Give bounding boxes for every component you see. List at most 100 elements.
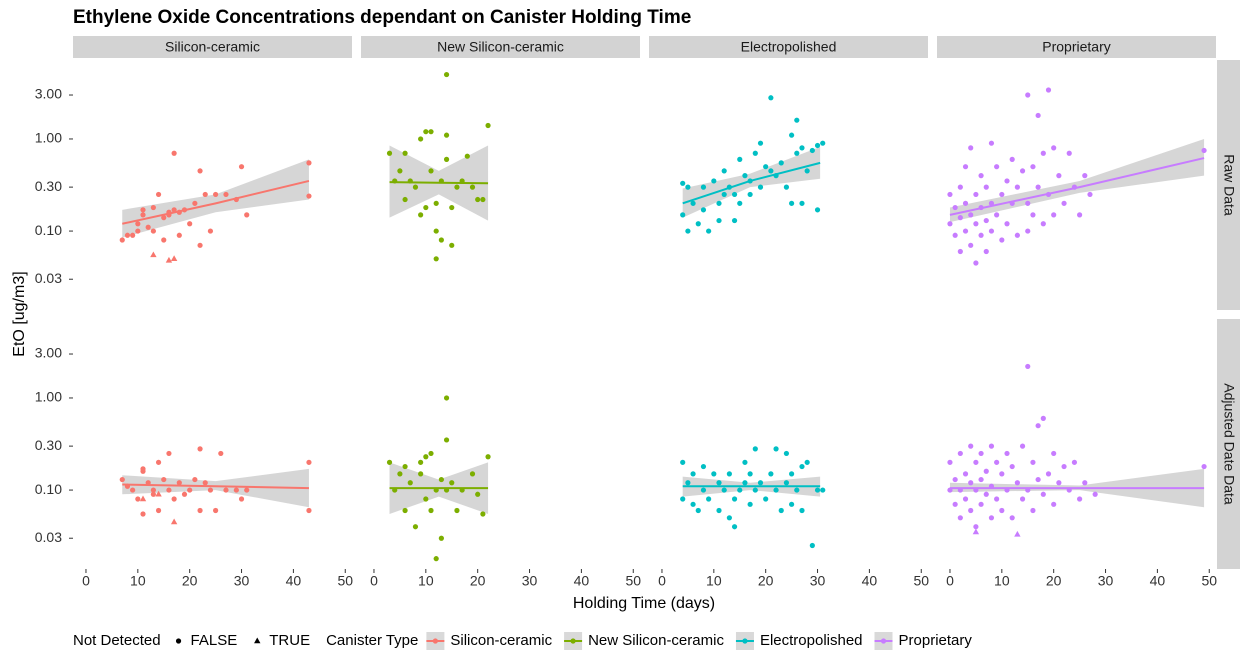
point	[952, 204, 958, 211]
point	[443, 156, 450, 162]
legend-title: Not Detected	[73, 632, 161, 649]
point	[752, 487, 758, 493]
point	[1056, 173, 1062, 179]
point	[1025, 200, 1031, 206]
x-tick-label: 10	[706, 573, 722, 589]
point	[223, 191, 229, 198]
point	[150, 491, 156, 497]
point	[223, 487, 229, 493]
fit-line	[122, 179, 310, 225]
y-tick-label: 3.00	[35, 345, 62, 361]
point	[423, 454, 429, 460]
point	[768, 168, 774, 174]
point	[768, 95, 774, 101]
point	[794, 150, 800, 156]
point	[433, 556, 439, 562]
point	[449, 242, 455, 248]
y-axis-title: EtO [ug/m3]	[11, 271, 28, 356]
point	[161, 476, 167, 483]
point	[140, 511, 146, 517]
legend-key	[742, 638, 748, 644]
confidence-band	[949, 138, 1205, 223]
point	[244, 212, 250, 218]
legend-key	[254, 637, 261, 644]
point	[742, 480, 748, 486]
point	[983, 217, 989, 224]
point	[166, 450, 172, 457]
point	[438, 535, 444, 541]
point	[1066, 150, 1072, 156]
point	[680, 180, 686, 186]
point	[1061, 463, 1067, 470]
point	[957, 248, 963, 255]
legend-label: Proprietary	[899, 632, 973, 649]
x-tick-label: 10	[418, 573, 434, 589]
point	[962, 228, 969, 234]
legend-key	[570, 638, 576, 644]
point	[135, 496, 141, 502]
facet-row-label: Adjusted Date Data	[1221, 383, 1237, 505]
x-tick-label: 0	[370, 573, 378, 589]
point	[973, 459, 979, 465]
legend-label: New Silicon-ceramic	[588, 632, 724, 649]
point	[763, 496, 769, 502]
point	[306, 193, 312, 199]
point-not-detected	[165, 256, 173, 263]
point	[187, 221, 193, 227]
point	[763, 164, 769, 170]
point	[402, 196, 408, 203]
point	[994, 459, 1000, 465]
point	[962, 164, 969, 170]
point	[962, 471, 969, 477]
point	[994, 496, 1000, 502]
point	[207, 487, 214, 493]
facet-label: Electropolished	[741, 39, 837, 55]
point	[999, 191, 1005, 198]
point	[994, 212, 1000, 218]
point	[402, 463, 408, 470]
point	[1071, 459, 1078, 465]
point	[978, 501, 984, 507]
point-not-detected	[139, 495, 147, 502]
y-tick-label: 1.00	[35, 130, 62, 146]
point	[443, 395, 450, 401]
point	[789, 200, 795, 206]
point	[947, 221, 953, 227]
point	[1014, 480, 1020, 486]
point	[716, 200, 722, 206]
facet-strip	[937, 36, 1216, 58]
point	[799, 463, 805, 470]
point	[706, 496, 712, 502]
point	[747, 501, 753, 507]
point	[428, 168, 434, 174]
point	[192, 476, 198, 483]
point	[238, 496, 245, 502]
point	[983, 184, 989, 190]
point	[973, 524, 979, 530]
legend-label: Electropolished	[760, 632, 863, 649]
point	[238, 164, 245, 170]
point	[1087, 191, 1093, 198]
point	[721, 191, 727, 198]
point	[480, 511, 486, 517]
point	[150, 204, 156, 211]
point	[171, 496, 177, 502]
x-tick-label: 30	[1098, 573, 1114, 589]
point	[978, 173, 984, 179]
point	[1051, 501, 1057, 507]
point	[475, 491, 481, 497]
point	[130, 232, 136, 238]
point	[752, 150, 758, 156]
point	[1045, 87, 1052, 93]
point	[695, 507, 701, 514]
point	[685, 228, 691, 234]
point-not-detected	[972, 528, 980, 535]
point	[454, 507, 460, 514]
point	[804, 459, 810, 465]
point	[685, 480, 691, 486]
legend-label: TRUE	[269, 632, 310, 649]
point	[804, 168, 810, 174]
point	[999, 471, 1005, 477]
point	[957, 184, 963, 190]
point	[947, 459, 953, 465]
